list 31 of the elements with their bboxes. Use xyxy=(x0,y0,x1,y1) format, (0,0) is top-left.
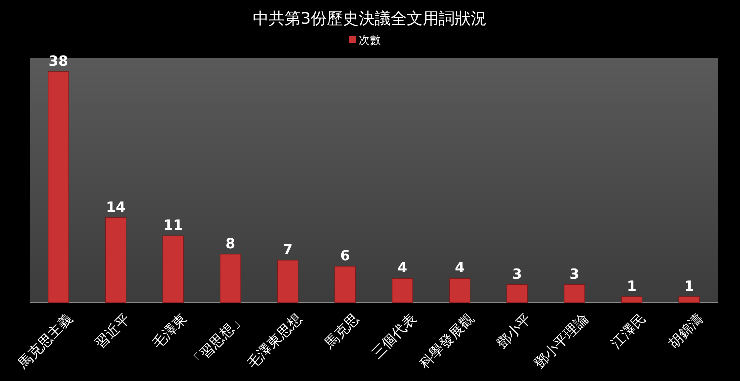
bar xyxy=(334,266,356,304)
data-label: 1 xyxy=(684,278,694,295)
bar xyxy=(506,284,528,304)
bar xyxy=(220,254,242,304)
data-label: 38 xyxy=(48,54,68,70)
data-label: 4 xyxy=(455,260,466,277)
bar xyxy=(277,260,299,304)
x-tick-label: 習近平 xyxy=(92,311,134,352)
bar xyxy=(621,296,643,304)
x-tick-label: 馬克思 xyxy=(321,311,363,354)
bar xyxy=(105,218,127,304)
data-label: 3 xyxy=(512,266,522,283)
x-tick-label: 胡錦濤 xyxy=(666,311,707,352)
bar xyxy=(48,72,70,304)
data-label: 8 xyxy=(226,236,236,252)
data-label: 1 xyxy=(627,278,637,295)
bar xyxy=(678,296,700,304)
data-label: 7 xyxy=(283,242,293,258)
bar xyxy=(392,278,414,304)
data-label: 14 xyxy=(106,200,126,216)
data-label: 11 xyxy=(164,218,184,234)
x-tick-label: 馬克思主義 xyxy=(14,311,76,373)
data-label: 6 xyxy=(340,248,350,265)
bar xyxy=(162,236,184,304)
bar xyxy=(449,278,471,304)
bar xyxy=(564,284,586,304)
chart-title: 中共第3份歷史決議全文用詞狀況 xyxy=(252,9,488,28)
text: 次數 xyxy=(359,34,381,47)
data-label: 4 xyxy=(398,260,408,277)
x-tick-label: 江澤民 xyxy=(608,311,650,352)
data-label: 3 xyxy=(570,266,580,283)
